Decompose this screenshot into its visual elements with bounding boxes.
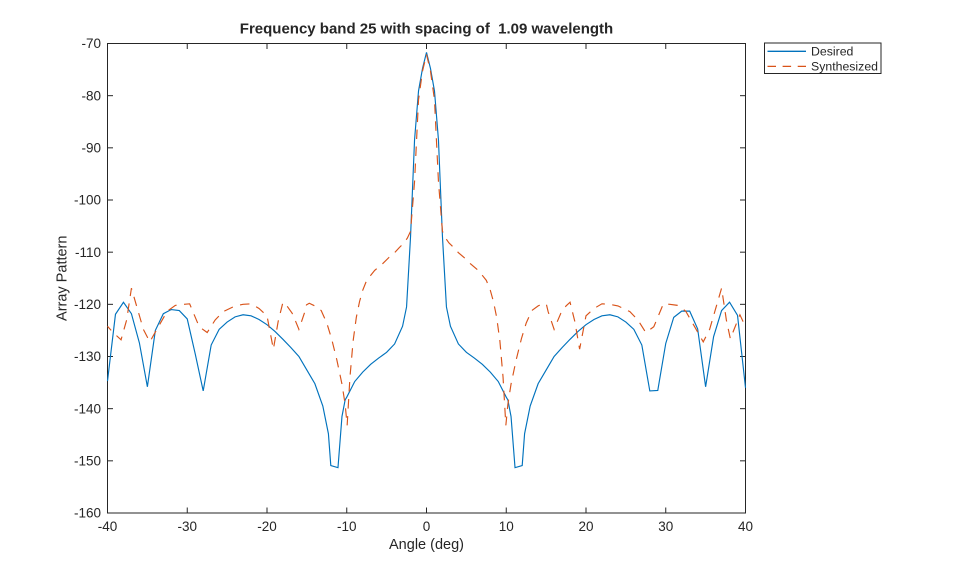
svg-text:40: 40	[738, 519, 753, 534]
svg-text:10: 10	[499, 519, 514, 534]
svg-text:20: 20	[578, 519, 593, 534]
svg-text:-90: -90	[81, 141, 101, 156]
svg-text:30: 30	[658, 519, 673, 534]
svg-text:-120: -120	[74, 297, 101, 312]
svg-text:-150: -150	[74, 454, 101, 469]
svg-text:Angle (deg): Angle (deg)	[389, 537, 464, 553]
svg-text:Array Pattern: Array Pattern	[55, 236, 71, 321]
svg-text:-30: -30	[177, 519, 197, 534]
svg-text:Desired: Desired	[811, 45, 854, 59]
svg-text:-70: -70	[81, 36, 101, 51]
svg-text:-100: -100	[74, 193, 101, 208]
svg-text:Frequency band 25 with spacing: Frequency band 25 with spacing of 1.09 w…	[240, 21, 613, 38]
svg-text:-130: -130	[74, 349, 101, 364]
svg-text:-160: -160	[74, 506, 101, 521]
svg-text:Synthesized: Synthesized	[811, 60, 878, 74]
svg-text:-140: -140	[74, 401, 101, 416]
svg-text:-80: -80	[81, 88, 101, 103]
svg-text:0: 0	[423, 519, 431, 534]
svg-text:-110: -110	[75, 245, 101, 260]
svg-text:-20: -20	[257, 519, 277, 534]
svg-text:-10: -10	[337, 519, 357, 534]
svg-text:-40: -40	[98, 519, 118, 534]
